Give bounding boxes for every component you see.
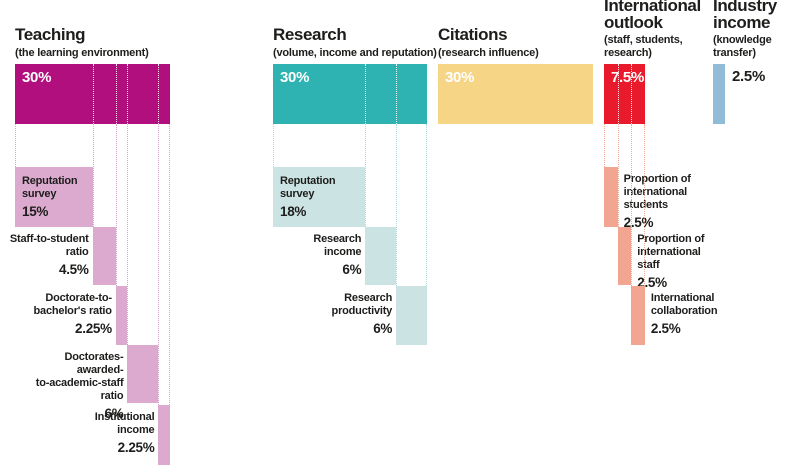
- sub-block-label: International collaboration 2.5%: [651, 292, 746, 336]
- category-subtitle: (volume, income and reputation): [273, 46, 437, 59]
- sub-block-percent: 2.5%: [623, 214, 654, 230]
- dotted-guide-line: [273, 124, 274, 167]
- category-main-bar-industry-income: [713, 64, 725, 124]
- dotted-guide-line: [396, 124, 398, 286]
- sub-block-label-text: Research income: [313, 233, 362, 258]
- sub-block-percent: 2.5%: [650, 320, 681, 336]
- sub-block-teaching-1: [92, 227, 116, 285]
- category-header-international-outlook: International outlook (staff, students, r…: [604, 0, 712, 59]
- sub-block-label: Proportion of international staff 2.5%: [637, 233, 732, 290]
- sub-block-research-2: [396, 286, 427, 345]
- category-main-bar-international-outlook: 7.5%: [604, 64, 645, 124]
- category-header-teaching: Teaching (the learning environment): [15, 26, 220, 59]
- sub-block-teaching-3: [127, 345, 159, 403]
- sub-block-label-text: Doctorate-to- bachelor's ratio: [33, 292, 112, 317]
- main-bar-percent-label: 30%: [280, 69, 310, 86]
- category-title: Research: [273, 25, 347, 45]
- sub-block-label-text: Research productivity: [331, 292, 393, 317]
- sub-block-percent: 4.5%: [58, 261, 89, 277]
- main-bar-percent-label: 2.5%: [732, 68, 765, 85]
- category-main-bar-research: 30%: [273, 64, 427, 124]
- sub-block-label: Institutional income 2.25%: [50, 411, 155, 455]
- main-bar-percent-label: 7.5%: [611, 69, 644, 86]
- sub-block-label-text: Institutional income: [94, 411, 155, 436]
- sub-block-teaching-4: [158, 405, 171, 465]
- sub-block-international-outlook-0: [604, 167, 618, 227]
- bar-divider-line: [158, 64, 160, 124]
- dotted-guide-line: [127, 124, 129, 345]
- dotted-guide-line: [643, 124, 645, 286]
- sub-block-research-1: [365, 227, 397, 285]
- sub-block-percent: 2.25%: [75, 320, 112, 336]
- dotted-guide-line: [617, 124, 619, 227]
- bar-divider-line: [631, 64, 633, 124]
- sub-block-label-text: International collaboration: [650, 292, 718, 317]
- dotted-guide-line: [158, 124, 160, 405]
- sub-block-teaching-2: [115, 286, 128, 345]
- sub-block-label-text: Reputation survey: [280, 175, 336, 200]
- category-title: Teaching: [15, 25, 86, 45]
- sub-block-label: Staff-to-student ratio 4.5%: [0, 233, 89, 277]
- category-subtitle: (staff, students, research): [604, 34, 683, 59]
- bar-divider-line: [115, 64, 117, 124]
- category-subtitle: (the learning environment): [15, 46, 149, 59]
- category-header-citations: Citations (research influence): [438, 26, 598, 59]
- sub-block-label: Doctorates-awarded- to-academic-staff ra…: [19, 351, 124, 421]
- category-title: Citations: [438, 25, 508, 45]
- dotted-guide-line: [115, 124, 117, 286]
- category-title: International outlook: [604, 0, 701, 33]
- dotted-guide-line: [15, 124, 16, 167]
- sub-block-percent: 6%: [373, 320, 393, 336]
- bar-divider-line: [92, 64, 94, 124]
- category-subtitle: (knowledge transfer): [713, 34, 772, 59]
- dotted-guide-line: [604, 124, 605, 167]
- sub-block-label-text: Reputation survey: [22, 175, 78, 200]
- sub-block-label-text: Doctorates-awarded- to-academic-staff ra…: [35, 351, 124, 402]
- main-bar-percent-label: 30%: [22, 69, 52, 86]
- sub-block-label: Reputation survey 15%: [22, 175, 88, 219]
- sub-block-label-text: Staff-to-student ratio: [9, 233, 89, 258]
- category-main-bar-citations: 30%: [438, 64, 593, 124]
- dotted-guide-line: [425, 124, 427, 286]
- main-bar-percent-label: 30%: [445, 69, 475, 86]
- bar-divider-line: [617, 64, 619, 124]
- sub-block-teaching-0: [15, 167, 93, 227]
- category-subtitle: (research influence): [438, 46, 539, 59]
- sub-block-label: Reputation survey 18%: [280, 175, 360, 219]
- bar-divider-line: [127, 64, 129, 124]
- sub-block-percent: 6%: [342, 261, 362, 277]
- sub-block-label: Doctorate-to- bachelor's ratio 2.25%: [8, 292, 113, 336]
- dotted-guide-line: [631, 124, 633, 286]
- sub-block-percent: 2.5%: [637, 274, 667, 290]
- sub-block-percent: 18%: [280, 203, 307, 219]
- dotted-guide-line: [92, 124, 94, 227]
- sub-block-percent: 6%: [104, 405, 124, 421]
- sub-block-label: Proportion of international students 2.5%: [624, 173, 719, 230]
- dotted-guide-line: [365, 124, 367, 227]
- sub-block-percent: 15%: [22, 203, 49, 219]
- bar-divider-line: [396, 64, 398, 124]
- sub-block-international-outlook-2: [631, 286, 645, 345]
- dotted-guide-line: [169, 124, 171, 405]
- category-header-industry-income: Industry income (knowledge transfer): [713, 0, 785, 59]
- sub-block-percent: 2.25%: [117, 439, 155, 455]
- sub-block-label-text: Proportion of international staff: [637, 233, 705, 271]
- sub-block-international-outlook-1: [617, 227, 632, 285]
- bar-divider-line: [365, 64, 367, 124]
- sub-block-label-text: Proportion of international students: [623, 173, 691, 211]
- sub-block-research-0: [273, 167, 366, 227]
- sub-block-label: Research income 6%: [257, 233, 361, 277]
- category-title: Industry income: [713, 0, 777, 33]
- sub-block-label: Research productivity 6%: [288, 292, 393, 336]
- category-header-research: Research (volume, income and reputation): [273, 26, 453, 59]
